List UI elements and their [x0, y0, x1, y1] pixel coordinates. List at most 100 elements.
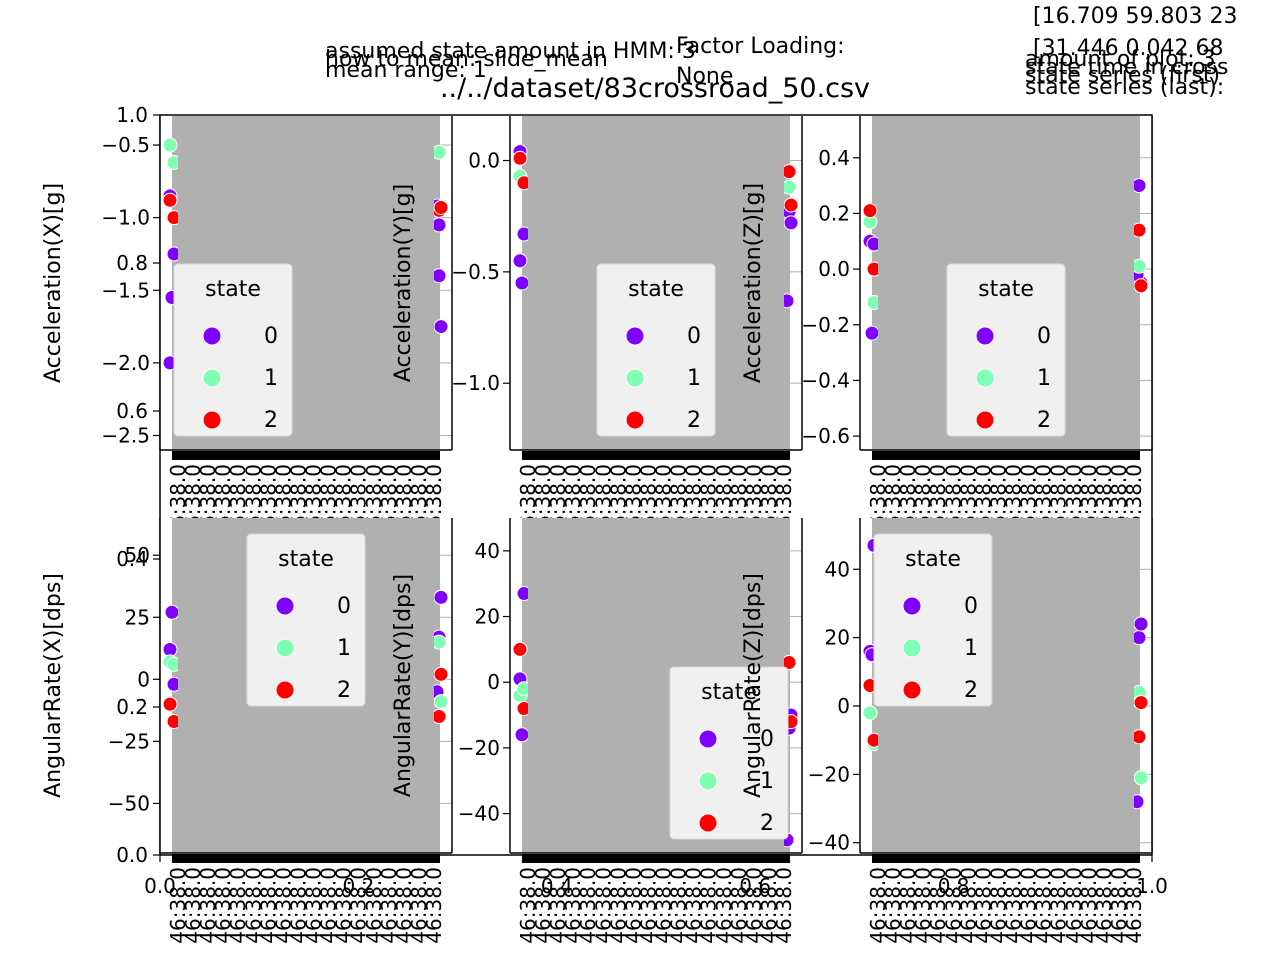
- state-1-point: [1133, 770, 1149, 786]
- legend-marker-state-0: [202, 326, 222, 346]
- panel-xtick-label: 46:38.0: [911, 867, 935, 944]
- legend-frame: [669, 666, 789, 840]
- legend-label-state-2: 2: [337, 678, 351, 703]
- legend-label-state-2: 2: [264, 408, 278, 433]
- state-0-point: [433, 319, 449, 335]
- panel-xtick-label: 46:38.0: [546, 867, 570, 944]
- legend-frame: [873, 533, 993, 707]
- legend-marker-state-2: [975, 410, 995, 430]
- state-2-point: [433, 199, 449, 215]
- legend-marker-state-0: [975, 326, 995, 346]
- state-0-point: [514, 275, 530, 291]
- background-xtick-label: 1.0: [1136, 874, 1168, 898]
- panel-xtick-label: 46:38.0: [286, 867, 310, 944]
- panel-ytick-label: −1.5: [101, 278, 150, 302]
- legend-label-state-0: 0: [964, 594, 978, 619]
- legend-marker-state-0: [275, 596, 295, 616]
- panel-ytick-label: −0.2: [801, 313, 850, 337]
- panel-ytick-label: 0.4: [818, 146, 850, 170]
- panel-xtick-band: [872, 854, 1140, 863]
- panel-xtick-band: [172, 451, 440, 460]
- state-2-point: [1133, 695, 1149, 711]
- state-2-point: [1131, 222, 1147, 238]
- panel-xtick-label: 46:38.0: [226, 867, 250, 944]
- legend-label-state-1: 1: [760, 769, 774, 794]
- state-2-point: [433, 666, 449, 682]
- panel-ytick-label: 0: [137, 667, 150, 691]
- state-0-point: [164, 604, 180, 620]
- state-2-point: [1133, 278, 1149, 294]
- legend-marker-state-1: [902, 638, 922, 658]
- legend-frame: [946, 263, 1066, 437]
- figure-header: assumed state amount in HMM: 3 how to me…: [325, 4, 1238, 104]
- panel-xtick-label: 46:38.0: [1047, 867, 1071, 944]
- panel-ytick-label: 20: [475, 605, 500, 629]
- state-0-point: [783, 215, 799, 231]
- legend-frame: [173, 263, 293, 437]
- panel-xtick-label: 46:38.0: [866, 867, 890, 944]
- panel-ytick-label: −1.0: [451, 371, 500, 395]
- panel-xtick-label: 46:38.0: [1002, 867, 1026, 944]
- panel-xtick-label: 46:38.0: [606, 867, 630, 944]
- state-0-point: [512, 253, 528, 269]
- panel-xtick-label: 46:38.0: [941, 867, 965, 944]
- panel-xtick-label: 46:38.0: [302, 867, 326, 944]
- subplot-panel: 50250−25−5046:38.046:38.046:38.046:38.04…: [41, 518, 453, 944]
- note-mean-range: mean range: 1: [325, 58, 487, 83]
- panel-xtick-band: [872, 451, 1140, 460]
- panel-xtick-label: 46:38.0: [422, 867, 446, 944]
- panel-ytick-label: 0.0: [818, 257, 850, 281]
- background-xtick-label: 0.0: [144, 874, 176, 898]
- panel-xtick-label: 46:38.0: [362, 867, 386, 944]
- panel-xtick-label: 46:38.0: [986, 867, 1010, 944]
- panel-xtick-label: 46:38.0: [1122, 867, 1146, 944]
- legend-frame: [596, 263, 716, 437]
- panel-xtick-label: 46:38.0: [196, 867, 220, 944]
- panel-xtick-label: 46:38.0: [317, 867, 341, 944]
- panel-ytick-label: −0.6: [801, 424, 850, 448]
- panel-ytick-label: 25: [125, 605, 150, 629]
- panel-ylabel: AngularRate(Y)[dps]: [391, 574, 416, 797]
- legend-label-state-1: 1: [264, 366, 278, 391]
- panel-ytick-label: 40: [475, 539, 500, 563]
- panel-xtick-label: 46:38.0: [682, 867, 706, 944]
- state-1-point: [431, 634, 447, 650]
- panel-xtick-label: 46:38.0: [697, 867, 721, 944]
- background-ytick-label: 1.0: [116, 103, 148, 127]
- legend-frame: [246, 533, 366, 707]
- panel-xtick-label: 46:38.0: [377, 867, 401, 944]
- panel-xtick-label: 46:38.0: [896, 867, 920, 944]
- panel-ytick-label: −40: [808, 831, 850, 855]
- state-2-point: [781, 164, 797, 180]
- state-1-point: [162, 137, 178, 153]
- panel-xtick-label: 46:38.0: [1062, 867, 1086, 944]
- legend-marker-state-2: [202, 410, 222, 430]
- panel-xtick-label: 46:38.0: [956, 867, 980, 944]
- legend-marker-state-0: [698, 729, 718, 749]
- legend-label-state-1: 1: [1037, 366, 1051, 391]
- panel-ytick-label: 20: [825, 626, 850, 650]
- panel-ytick-label: −25: [108, 729, 150, 753]
- state-0-point: [864, 325, 880, 341]
- panel-xtick-band: [522, 451, 790, 460]
- state-2-point: [512, 641, 528, 657]
- panel-ytick-label: 50: [125, 543, 150, 567]
- background-xtick-label: 0.6: [739, 874, 771, 898]
- panel-ylabel: Acceleration(X)[g]: [41, 183, 66, 383]
- legend-marker-state-0: [902, 596, 922, 616]
- state-2-point: [862, 203, 878, 219]
- state-2-point: [783, 197, 799, 213]
- background-ytick-label: 0.4: [116, 547, 148, 571]
- note-loading-row-2: [31.446 0.042 68: [1033, 36, 1224, 61]
- state-0-point: [514, 727, 530, 743]
- panel-ylabel: AngularRate(Z)[dps]: [741, 573, 766, 798]
- panel-ylabel: AngularRate(X)[dps]: [41, 573, 66, 798]
- legend-marker-state-1: [698, 771, 718, 791]
- panel-xtick-label: 46:38.0: [347, 867, 371, 944]
- state-2-point: [1131, 729, 1147, 745]
- background-xtick-label: 0.2: [342, 874, 374, 898]
- panel-xtick-label: 46:38.0: [1017, 867, 1041, 944]
